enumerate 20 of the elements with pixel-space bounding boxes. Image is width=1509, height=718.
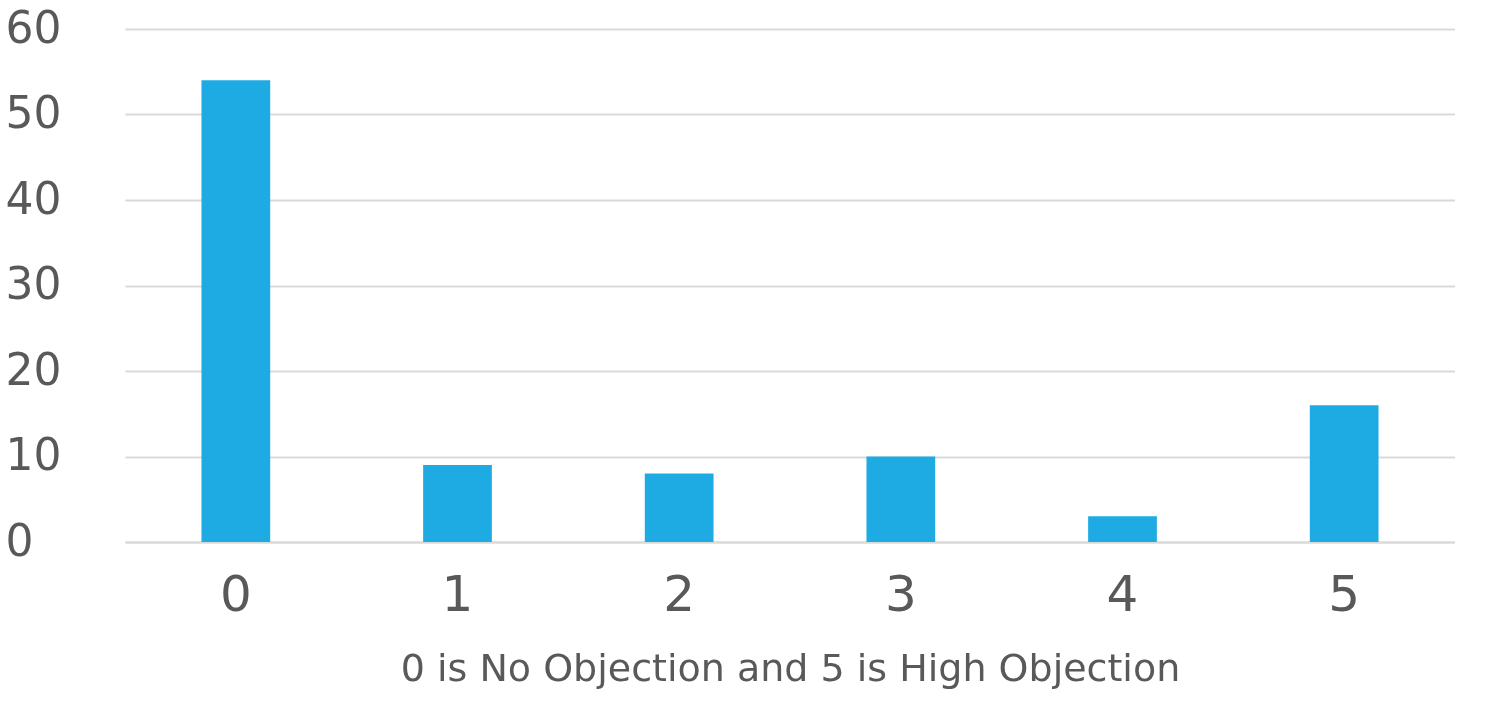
bar bbox=[201, 80, 271, 542]
y-tick-label: 10 bbox=[5, 429, 62, 480]
x-tick-label: 2 bbox=[663, 564, 696, 623]
y-tick-label: 50 bbox=[5, 87, 62, 138]
x-tick-label: 4 bbox=[1106, 564, 1139, 623]
bar bbox=[423, 465, 492, 542]
x-tick-label: 0 bbox=[219, 564, 252, 623]
y-tick-label: 60 bbox=[5, 1, 62, 53]
x-axis-title: 0 is No Objection and 5 is High Objection bbox=[400, 645, 1181, 690]
y-tick-label: 0 bbox=[5, 514, 34, 566]
y-tick-label: 30 bbox=[5, 258, 62, 309]
y-tick-label: 20 bbox=[5, 343, 62, 395]
bar bbox=[866, 456, 936, 542]
bar bbox=[1309, 405, 1379, 542]
bar bbox=[1088, 516, 1157, 542]
x-tick-label: 3 bbox=[884, 564, 917, 623]
y-tick-label: 40 bbox=[5, 172, 62, 224]
x-tick-label: 1 bbox=[441, 564, 474, 623]
bar bbox=[644, 473, 714, 542]
x-tick-label: 5 bbox=[1328, 564, 1361, 623]
